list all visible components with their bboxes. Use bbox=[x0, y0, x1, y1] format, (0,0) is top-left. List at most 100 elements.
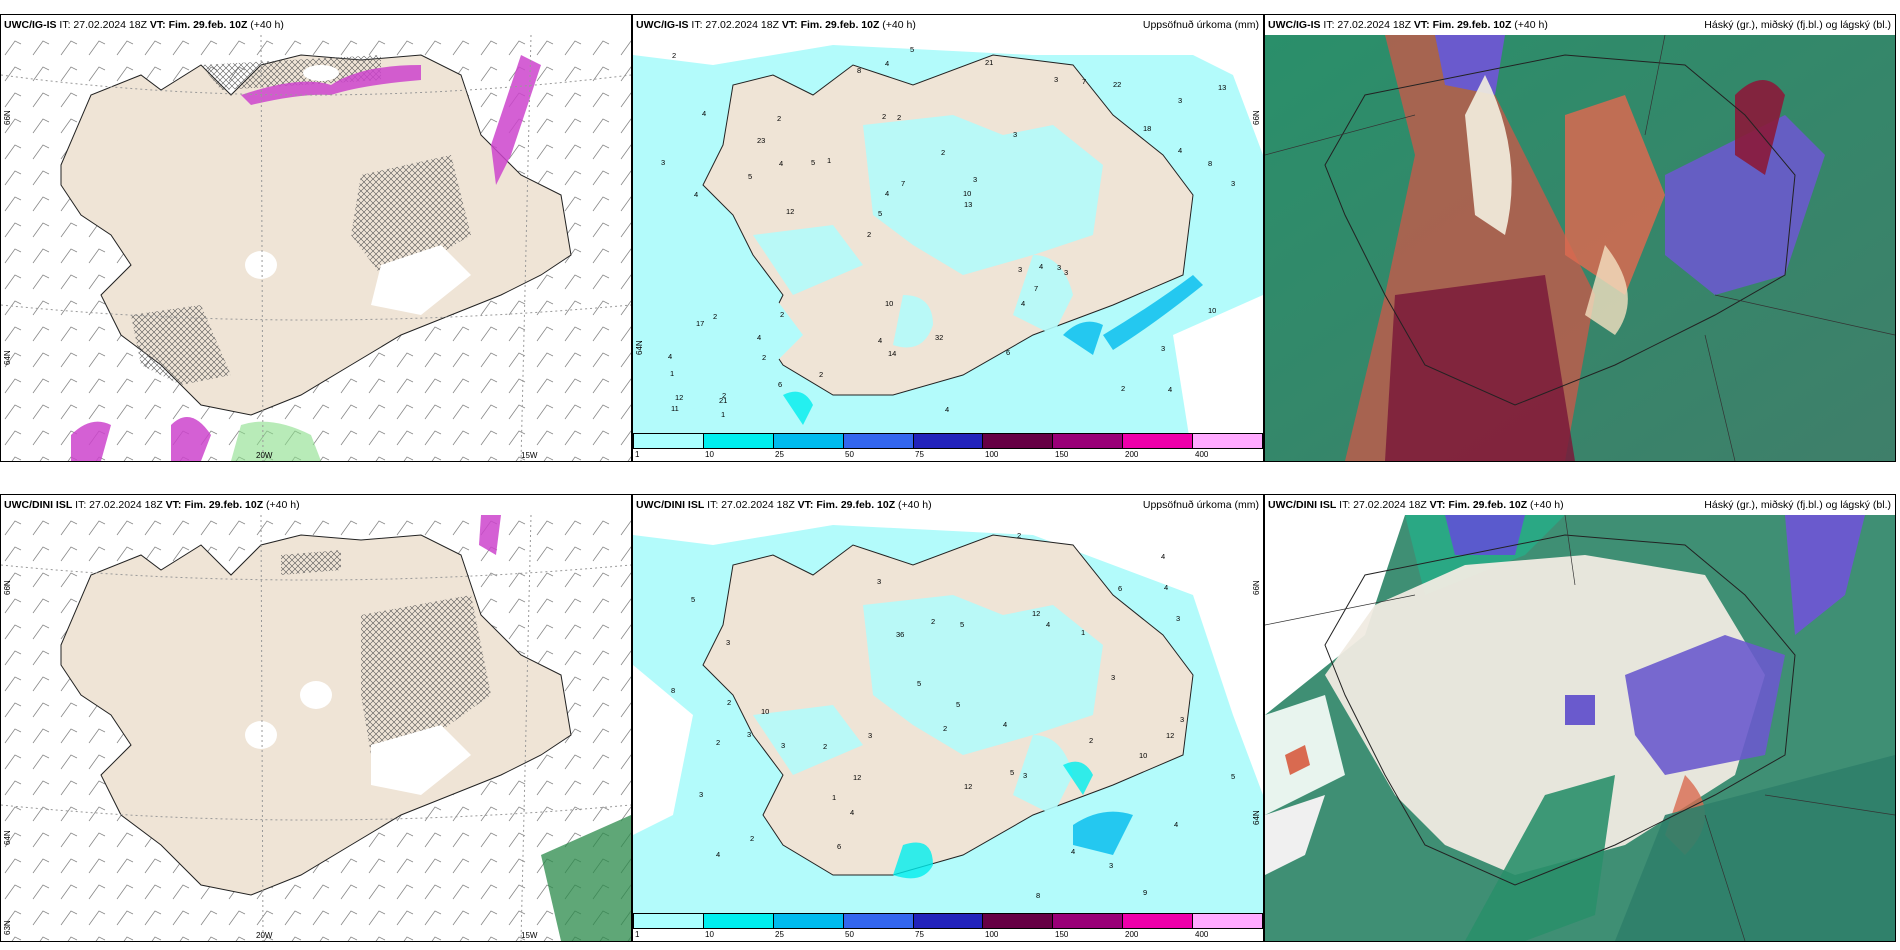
lon-label-20w: 20W bbox=[256, 451, 273, 460]
precip-value-label: 13 bbox=[1218, 83, 1227, 92]
colorbar-swatch bbox=[843, 434, 914, 448]
panel-wind-bottom: UWC/DINI ISL IT: 27.02.2024 18Z VT: Fim.… bbox=[0, 494, 632, 942]
lead-time: (+40 h) bbox=[1530, 499, 1564, 511]
colorbar-tick-label: 50 bbox=[845, 930, 854, 939]
wind-map bbox=[1, 515, 631, 941]
colorbar-swatches bbox=[633, 433, 1263, 449]
colorbar-tick-label: 200 bbox=[1125, 930, 1139, 939]
precip-value-label: 4 bbox=[1021, 299, 1026, 308]
precip-value-label: 11 bbox=[671, 404, 679, 413]
precip-value-label: 2 bbox=[823, 742, 828, 751]
precip-value-label: 10 bbox=[761, 707, 770, 716]
precip-value-label: 3 bbox=[1023, 771, 1028, 780]
precip-value-label: 2 bbox=[1089, 736, 1094, 745]
precip-value-label: 12 bbox=[964, 782, 973, 791]
precip-value-label: 8 bbox=[1208, 159, 1213, 168]
model-name: UWC/DINI ISL bbox=[4, 499, 73, 511]
colorbar-tick-label: 1 bbox=[635, 450, 640, 459]
colorbar-tick-label: 50 bbox=[845, 450, 854, 459]
lat-label-64: 64N bbox=[3, 350, 12, 365]
precip-value-label: 4 bbox=[716, 850, 721, 859]
colorbar-tick-label: 10 bbox=[705, 450, 714, 459]
lat-label-64: 64N bbox=[1252, 810, 1261, 825]
colorbar-swatch bbox=[773, 914, 844, 928]
panel-header: UWC/DINI ISL IT: 27.02.2024 18Z VT: Fim.… bbox=[1265, 495, 1895, 515]
valid-label: VT: bbox=[797, 499, 814, 511]
precip-value-label: 8 bbox=[1036, 891, 1041, 900]
lat-label-63: 63N bbox=[3, 920, 12, 935]
precip-value-label: 4 bbox=[757, 333, 762, 342]
panel-header: UWC/IG-IS IT: 27.02.2024 18Z VT: Fim. 29… bbox=[1, 15, 631, 35]
precip-value-label: 36 bbox=[896, 630, 905, 639]
precip-value-label: 13 bbox=[964, 200, 973, 209]
precip-value-label: 2 bbox=[672, 51, 677, 60]
precip-value-label: 4 bbox=[668, 352, 673, 361]
precip-value-label: 2 bbox=[931, 617, 936, 626]
precip-value-label: 12 bbox=[1032, 609, 1041, 618]
colorbar-swatches bbox=[633, 913, 1263, 929]
precip-value-label: 3 bbox=[1064, 268, 1069, 277]
lat-label-64: 64N bbox=[3, 830, 12, 845]
precip-value-label: 2 bbox=[713, 312, 718, 321]
precip-value-label: 17 bbox=[696, 319, 705, 328]
colorbar-swatch bbox=[913, 434, 984, 448]
colorbar-tick-label: 200 bbox=[1125, 450, 1139, 459]
product-title: Uppsöfnuð úrkoma (mm) bbox=[1142, 19, 1259, 31]
product-title: Háský (gr.), miðský (fj.bl.) og lágský (… bbox=[1704, 499, 1891, 511]
valid-label: VT: bbox=[1429, 499, 1446, 511]
precip-value-label: 2 bbox=[1121, 384, 1126, 393]
product-title: Háský (gr.), miðský (fj.bl.) og lágský (… bbox=[1704, 19, 1891, 31]
colorbar-swatch bbox=[703, 914, 774, 928]
precip-value-label: 4 bbox=[1164, 583, 1169, 592]
precip-value-label: 4 bbox=[1003, 720, 1008, 729]
model-name: UWC/IG-IS bbox=[4, 19, 57, 31]
valid-label: VT: bbox=[165, 499, 182, 511]
issue-time: IT: 27.02.2024 18Z bbox=[1323, 19, 1411, 31]
colorbar-swatch bbox=[1053, 434, 1124, 448]
valid-time: Fim. 29.feb. 10Z bbox=[800, 19, 880, 31]
precip-value-label: 5 bbox=[917, 679, 922, 688]
precip-value-label: 10 bbox=[963, 189, 972, 198]
precip-value-label: 1 bbox=[827, 156, 832, 165]
panel-header: UWC/IG-IS IT: 27.02.2024 18Z VT: Fim. 29… bbox=[633, 15, 1263, 35]
precip-value-label: 12 bbox=[853, 773, 862, 782]
precip-value-label: 5 bbox=[811, 158, 816, 167]
panel-header: UWC/IG-IS IT: 27.02.2024 18Z VT: Fim. 29… bbox=[1265, 15, 1895, 35]
colorbar-labels: 1 10 25 50 75 100 150 200 400 bbox=[633, 450, 1263, 460]
precip-colorbar: 1 10 25 50 75 100 150 200 400 bbox=[633, 913, 1263, 941]
precip-value-label: 4 bbox=[1071, 847, 1076, 856]
valid-label: VT: bbox=[781, 19, 798, 31]
colorbar-swatch bbox=[634, 914, 704, 928]
precip-value-label: 2 bbox=[722, 391, 727, 400]
model-name: UWC/DINI ISL bbox=[1268, 499, 1337, 511]
precip-value-label: 3 bbox=[1178, 96, 1183, 105]
valid-time: Fim. 29.feb. 10Z bbox=[1448, 499, 1528, 511]
precip-value-label: 7 bbox=[901, 179, 906, 188]
precip-value-label: 3 bbox=[1161, 344, 1166, 353]
cloud-map bbox=[1265, 35, 1895, 461]
precip-value-label: 1 bbox=[721, 410, 726, 419]
precip-value-label: 4 bbox=[694, 190, 699, 199]
lon-label-15w: 15W bbox=[521, 931, 538, 940]
precip-value-label: 5 bbox=[691, 595, 696, 604]
issue-time: IT: 27.02.2024 18Z bbox=[1339, 499, 1427, 511]
precip-value-label: 3 bbox=[1018, 265, 1023, 274]
precip-value-label: 12 bbox=[675, 393, 684, 402]
precip-value-label: 32 bbox=[935, 333, 944, 342]
precip-value-label: 7 bbox=[1034, 284, 1039, 293]
lon-label-15w: 15W bbox=[521, 451, 538, 460]
precip-value-label: 2 bbox=[750, 834, 755, 843]
product-title: Uppsöfnuð úrkoma (mm) bbox=[1142, 499, 1259, 511]
precip-value-label: 3 bbox=[699, 790, 704, 799]
colorbar-swatch bbox=[1053, 914, 1124, 928]
precip-value-label: 5 bbox=[1010, 768, 1015, 777]
precip-value-label: 2 bbox=[882, 112, 887, 121]
precip-value-label: 3 bbox=[726, 638, 731, 647]
precip-value-label: 5 bbox=[748, 172, 753, 181]
precip-value-label: 21 bbox=[985, 58, 994, 67]
panel-clouds-bottom: UWC/DINI ISL IT: 27.02.2024 18Z VT: Fim.… bbox=[1264, 494, 1896, 942]
lat-label-66: 66N bbox=[3, 580, 12, 595]
colorbar-swatch bbox=[634, 434, 704, 448]
precip-value-label: 3 bbox=[1176, 614, 1181, 623]
colorbar-labels: 1 10 25 50 75 100 150 200 400 bbox=[633, 930, 1263, 940]
